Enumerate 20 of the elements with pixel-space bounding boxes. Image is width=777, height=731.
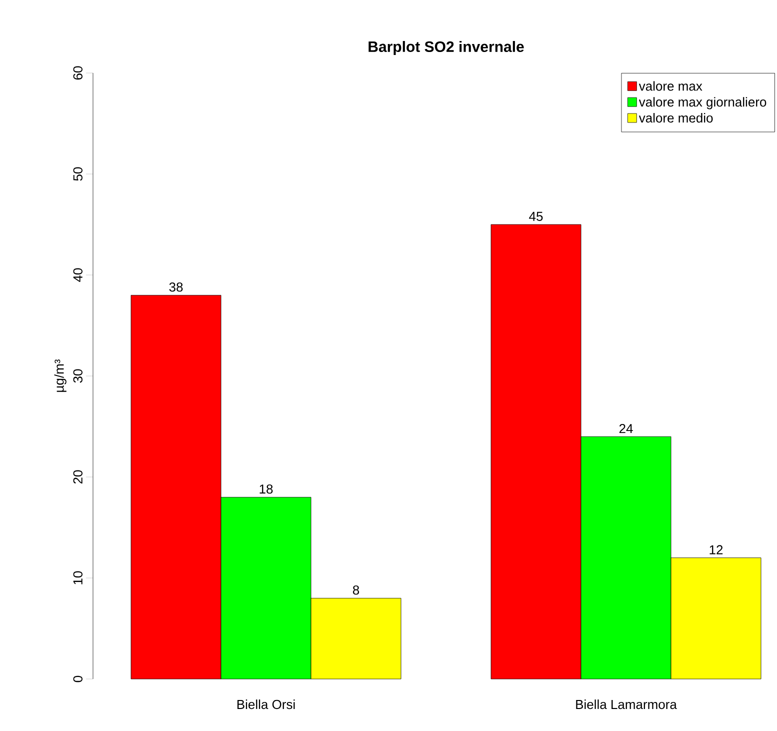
data-label: 45 [529, 212, 543, 221]
data-label: 24 [619, 424, 633, 434]
y-tick-label: 0 [73, 676, 82, 682]
y-tick-label: 60 [73, 66, 82, 80]
y-tick-label: 50 [73, 167, 82, 181]
y-tick-label: 10 [73, 571, 82, 584]
y-tick-label: 20 [73, 470, 82, 484]
chart-title: Barplot SO2 invernale [368, 41, 524, 55]
y-tick-label: 40 [73, 268, 82, 282]
legend-label: valore max giornaliero [638, 97, 766, 110]
data-label: 8 [352, 585, 360, 595]
data-label: 18 [260, 484, 273, 494]
y-axis-title: µg/m³ [54, 360, 66, 392]
x-tick-label: Biella Lamarmora [576, 700, 677, 710]
legend-label: valore max [638, 81, 702, 91]
y-tick-label: 30 [73, 369, 82, 383]
legend-label: valore medio [638, 113, 713, 123]
data-label: 38 [169, 282, 183, 292]
data-label: 12 [710, 545, 723, 554]
x-tick-label: Biella Orsi [237, 700, 295, 710]
